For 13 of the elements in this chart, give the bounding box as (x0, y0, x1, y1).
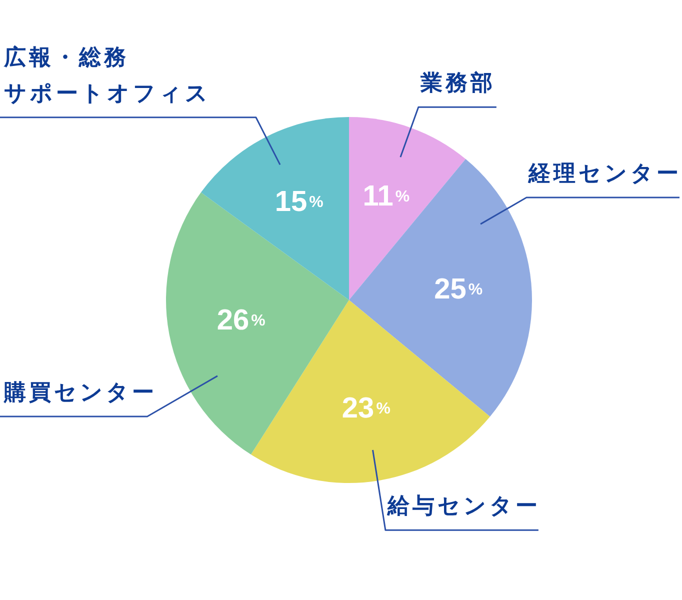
slice-label: 購買センター (3, 380, 157, 406)
pie-slice (250, 300, 490, 483)
slice-label: 給与センター (386, 494, 540, 520)
pie-slice (200, 117, 349, 300)
data-label: 15% (274, 186, 324, 218)
slice-label: 業務部 (419, 70, 496, 96)
data-label: 26% (216, 304, 266, 337)
slice-label: 広報・総務サポートオフィス (3, 44, 211, 106)
data-label: 23% (342, 392, 390, 424)
data-label: 25% (434, 274, 483, 306)
slice-label: 経理センター (528, 162, 682, 187)
data-label: 11% (362, 180, 410, 213)
pie-slice (349, 117, 466, 300)
